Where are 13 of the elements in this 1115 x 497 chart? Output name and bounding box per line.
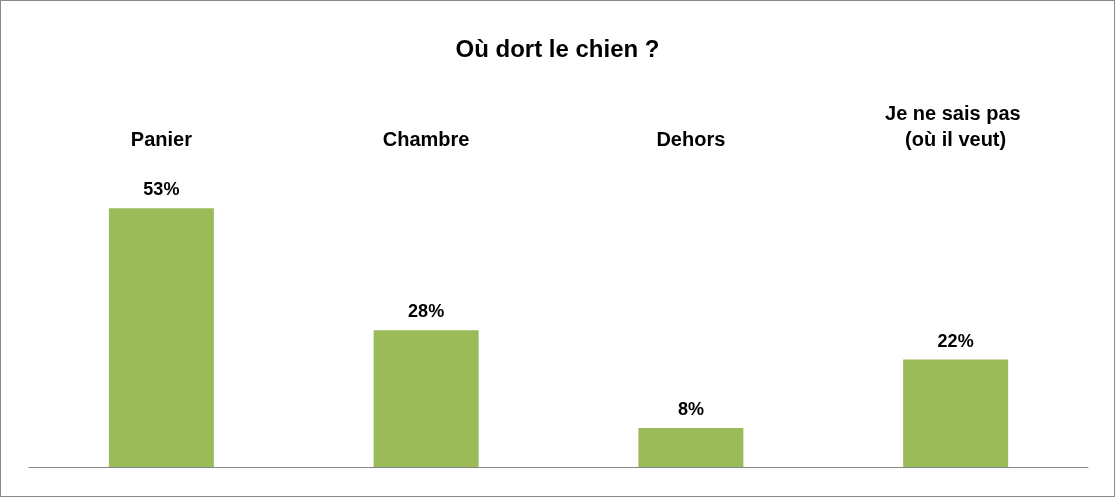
data-label: 8%	[677, 398, 704, 419]
data-label: 22%	[937, 330, 974, 351]
x-tick-label: Dehors	[656, 128, 726, 150]
bar	[903, 359, 1009, 467]
x-tick-label: Je ne sais pas (où il veut)	[885, 102, 1027, 150]
bar	[108, 208, 214, 467]
bar	[638, 427, 744, 467]
data-label: 28%	[408, 301, 445, 322]
x-tick-label: Panier	[130, 128, 193, 150]
chart-title: Où dort le chien ?	[455, 34, 660, 62]
bar	[373, 330, 479, 467]
data-label: 53%	[143, 179, 180, 200]
x-tick-label: Chambre	[382, 128, 470, 150]
